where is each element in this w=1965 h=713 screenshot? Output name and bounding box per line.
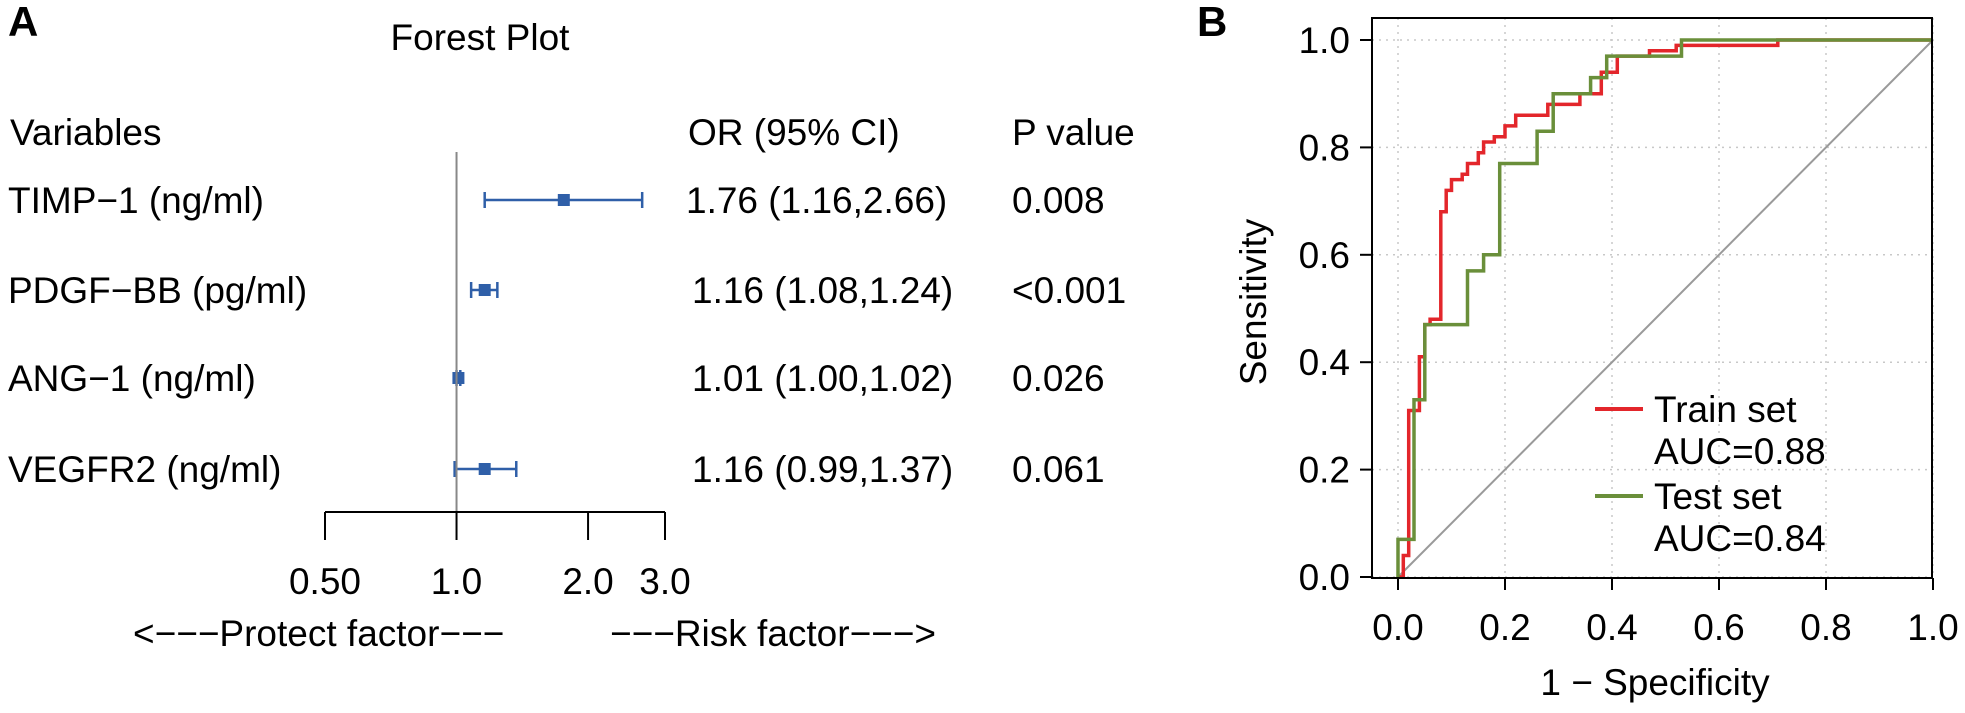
roc-curve-panel: B 0.0 0.2 0.4 0.6 0.8 1.0 0.00.20.40.60.81.0 … — [1197, 0, 1959, 703]
roc-y-tick-label: 0.4 — [1299, 342, 1350, 383]
forest-plot-title: Forest Plot — [391, 17, 571, 58]
roc-y-tick-label: 0.2 — [1299, 450, 1350, 491]
roc-diagonal-line — [1397, 39, 1934, 578]
or-point-marker — [452, 372, 465, 384]
forest-row-p-value: 0.061 — [1012, 449, 1105, 490]
roc-y-tick-label: 1.0 — [1299, 20, 1350, 61]
forest-tick-label: 3.0 — [639, 561, 690, 602]
forest-row-variable: PDGF−BB (pg/ml) — [8, 270, 307, 311]
forest-row-variable: ANG−1 (ng/ml) — [8, 358, 256, 399]
forest-row-or: 1.01 (1.00,1.02) — [692, 358, 953, 399]
legend-series-name: Test set — [1654, 476, 1782, 517]
or-point-marker — [478, 284, 491, 296]
roc-curve-line — [1396, 38, 1933, 577]
or-point-marker — [478, 463, 491, 475]
forest-row-or: 1.16 (0.99,1.37) — [692, 449, 953, 490]
forest-tick-label: 1.0 — [431, 561, 482, 602]
roc-x-tick-label: 1.0 — [1907, 607, 1958, 648]
forest-tick-label: 0.50 — [289, 561, 361, 602]
forest-plot-panel: A Forest Plot Variables OR (95% CI) P va… — [8, 0, 1135, 654]
protect-factor-annotation: <−−−Protect factor−−− — [133, 613, 504, 654]
roc-x-tick-label: 0.4 — [1586, 607, 1637, 648]
roc-curves — [1396, 38, 1933, 579]
legend-auc-label: AUC=0.88 — [1654, 431, 1826, 472]
roc-plot-frame — [1371, 17, 1933, 579]
or-header: OR (95% CI) — [688, 112, 900, 153]
forest-row: TIMP−1 (ng/ml) 1.76 (1.16,2.66) 0.008 — [8, 180, 1105, 221]
roc-grid — [1372, 18, 1934, 578]
forest-tick-label: 2.0 — [562, 561, 613, 602]
forest-rows: TIMP−1 (ng/ml) 1.76 (1.16,2.66) 0.008 PDGF−… — [8, 180, 1126, 490]
roc-x-tick-label: 0.8 — [1800, 607, 1851, 648]
forest-row-or: 1.16 (1.08,1.24) — [692, 270, 953, 311]
roc-y-tick-label: 0.8 — [1299, 127, 1350, 168]
roc-x-ticks: 0.0 0.2 0.4 0.6 0.8 1.0 — [1372, 578, 1959, 648]
forest-row: VEGFR2 (ng/ml) 1.16 (0.99,1.37) 0.061 — [8, 449, 1105, 490]
or-point-marker — [557, 194, 570, 206]
roc-y-tick-label: 0.6 — [1299, 235, 1350, 276]
roc-y-axis-label: Sensitivity — [1233, 218, 1274, 385]
forest-row: PDGF−BB (pg/ml) 1.16 (1.08,1.24) <0.001 — [8, 270, 1126, 311]
forest-row-variable: TIMP−1 (ng/ml) — [8, 180, 264, 221]
panel-label-b: B — [1197, 0, 1227, 45]
p-value-header: P value — [1012, 112, 1135, 153]
roc-y-tick-label: 0.0 — [1299, 557, 1350, 598]
forest-row-p-value: <0.001 — [1012, 270, 1126, 311]
roc-x-tick-label: 0.2 — [1479, 607, 1530, 648]
risk-factor-annotation: −−−Risk factor−−−> — [610, 613, 936, 654]
roc-x-axis-label: 1 − Specificity — [1540, 662, 1770, 703]
roc-x-tick-label: 0.6 — [1693, 607, 1744, 648]
roc-x-tick-label: 0.0 — [1372, 607, 1423, 648]
forest-row: ANG−1 (ng/ml) 1.01 (1.00,1.02) 0.026 — [8, 358, 1105, 399]
legend-auc-label: AUC=0.84 — [1654, 518, 1826, 559]
forest-row-variable: VEGFR2 (ng/ml) — [8, 449, 281, 490]
roc-y-ticks: 0.0 0.2 0.4 0.6 0.8 1.0 — [1299, 20, 1372, 598]
variables-header: Variables — [10, 112, 162, 153]
forest-row-p-value: 0.008 — [1012, 180, 1105, 221]
panel-label-a: A — [8, 0, 38, 45]
forest-row-or: 1.76 (1.16,2.66) — [686, 180, 947, 221]
forest-row-p-value: 0.026 — [1012, 358, 1105, 399]
legend-series-name: Train set — [1654, 389, 1797, 430]
forest-x-axis: 0.50 1.0 2.0 3.0 — [289, 152, 691, 602]
